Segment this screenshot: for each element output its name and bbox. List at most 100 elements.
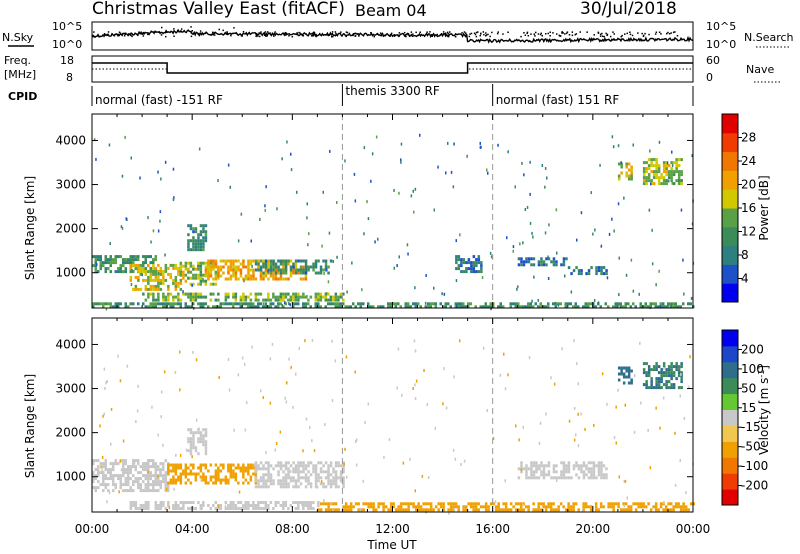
heatmap-cell — [660, 386, 663, 390]
heatmap-cell — [552, 470, 556, 474]
heatmap-cell — [164, 278, 168, 282]
colorbar-swatch — [722, 170, 738, 190]
heatmap-cell — [174, 263, 178, 267]
heatmap-cell — [252, 463, 255, 467]
scatter-cell — [453, 142, 455, 146]
heatmap-cell — [122, 261, 125, 265]
heatmap-cell — [224, 507, 228, 510]
heatmap-cell — [455, 267, 458, 271]
heatmap-cell — [154, 284, 158, 288]
scatter-cell — [671, 164, 674, 167]
heatmap-cell — [592, 473, 596, 477]
heatmap-cell — [619, 508, 623, 512]
heatmap-cell — [655, 380, 658, 384]
heatmap-cell — [294, 298, 298, 302]
colorbar-tick-label: 16 — [741, 201, 756, 215]
nsky-point — [666, 32, 668, 35]
scatter-cell — [323, 272, 325, 275]
heatmap-cell — [144, 261, 147, 265]
heatmap-cell — [567, 470, 571, 474]
heatmap-cell — [637, 502, 640, 506]
heatmap-cell — [460, 270, 463, 274]
heatmap-cell — [639, 305, 642, 309]
heatmap-cell — [229, 268, 233, 272]
heatmap-cell — [197, 431, 200, 435]
heatmap-cell — [194, 431, 198, 435]
heatmap-cell — [577, 269, 581, 273]
scatter-cell — [459, 233, 461, 237]
heatmap-cell — [252, 507, 255, 510]
scatter-cell — [185, 448, 188, 452]
heatmap-cell — [434, 505, 438, 509]
scatter-cell — [679, 459, 681, 462]
scatter-cell — [519, 242, 521, 246]
heatmap-cell — [179, 298, 183, 302]
scatter-cell — [682, 258, 684, 262]
nsky-point — [674, 31, 676, 33]
heatmap-cell — [427, 508, 430, 512]
scatter-cell — [633, 430, 636, 434]
heatmap-cell — [329, 298, 333, 302]
heatmap-cell — [259, 485, 263, 489]
heatmap-cell — [149, 267, 152, 271]
heatmap-cell — [475, 258, 478, 262]
heatmap-cell — [207, 259, 210, 263]
heatmap-cell — [334, 485, 338, 489]
heatmap-cell — [199, 466, 203, 470]
heatmap-cell — [99, 471, 102, 475]
heatmap-cell — [162, 302, 165, 306]
heatmap-cell — [304, 277, 308, 281]
nsky-point — [119, 32, 122, 35]
heatmap-cell — [332, 470, 335, 474]
heatmap-cell — [124, 261, 127, 265]
nsky-point — [534, 35, 536, 37]
heatmap-cell — [454, 305, 457, 309]
heatmap-cell — [292, 476, 295, 480]
heatmap-cell — [357, 502, 360, 506]
heatmap-cell — [302, 268, 305, 272]
heatmap-cell — [254, 259, 258, 263]
scatter-cell — [680, 208, 683, 212]
heatmap-cell — [625, 171, 628, 175]
nsky-point — [655, 31, 658, 33]
heatmap-cell — [182, 264, 185, 268]
heatmap-cell — [342, 485, 345, 489]
scatter-cell — [425, 274, 427, 277]
heatmap-cell — [402, 508, 405, 512]
heatmap-cell — [492, 302, 495, 306]
heatmap-cell — [239, 268, 243, 272]
heatmap-cell — [592, 470, 596, 474]
heatmap-cell — [172, 305, 175, 309]
heatmap-cell — [289, 274, 293, 278]
heatmap-cell — [222, 265, 225, 269]
heatmap-cell — [434, 302, 437, 306]
heatmap-cell — [617, 177, 621, 181]
heatmap-cell — [259, 268, 263, 272]
nsky-point — [154, 31, 157, 33]
heatmap-cell — [204, 481, 208, 485]
heatmap-cell — [472, 270, 476, 274]
heatmap-cell — [442, 508, 445, 512]
scatter-cell — [364, 421, 366, 425]
heatmap-cell — [629, 505, 633, 509]
scatter-cell — [492, 437, 495, 440]
heatmap-cell — [617, 372, 621, 376]
heatmap-cell — [189, 481, 193, 485]
heatmap-cell — [169, 481, 173, 485]
heatmap-cell — [467, 502, 470, 506]
scatter-cell — [237, 239, 240, 243]
heatmap-cell — [127, 483, 130, 487]
heatmap-cell — [249, 466, 253, 470]
heatmap-cell — [192, 440, 195, 444]
heatmap-cell — [544, 305, 547, 309]
scatter-cell — [456, 304, 458, 308]
heatmap-cell — [157, 298, 160, 302]
heatmap-cell — [557, 508, 560, 512]
scatter-cell — [377, 237, 379, 241]
heatmap-cell — [459, 305, 462, 309]
scatter-cell — [173, 196, 175, 200]
nsky-point — [463, 31, 466, 33]
heatmap-cell — [655, 164, 658, 168]
heatmap-cell — [199, 305, 202, 309]
heatmap-cell — [257, 467, 260, 471]
